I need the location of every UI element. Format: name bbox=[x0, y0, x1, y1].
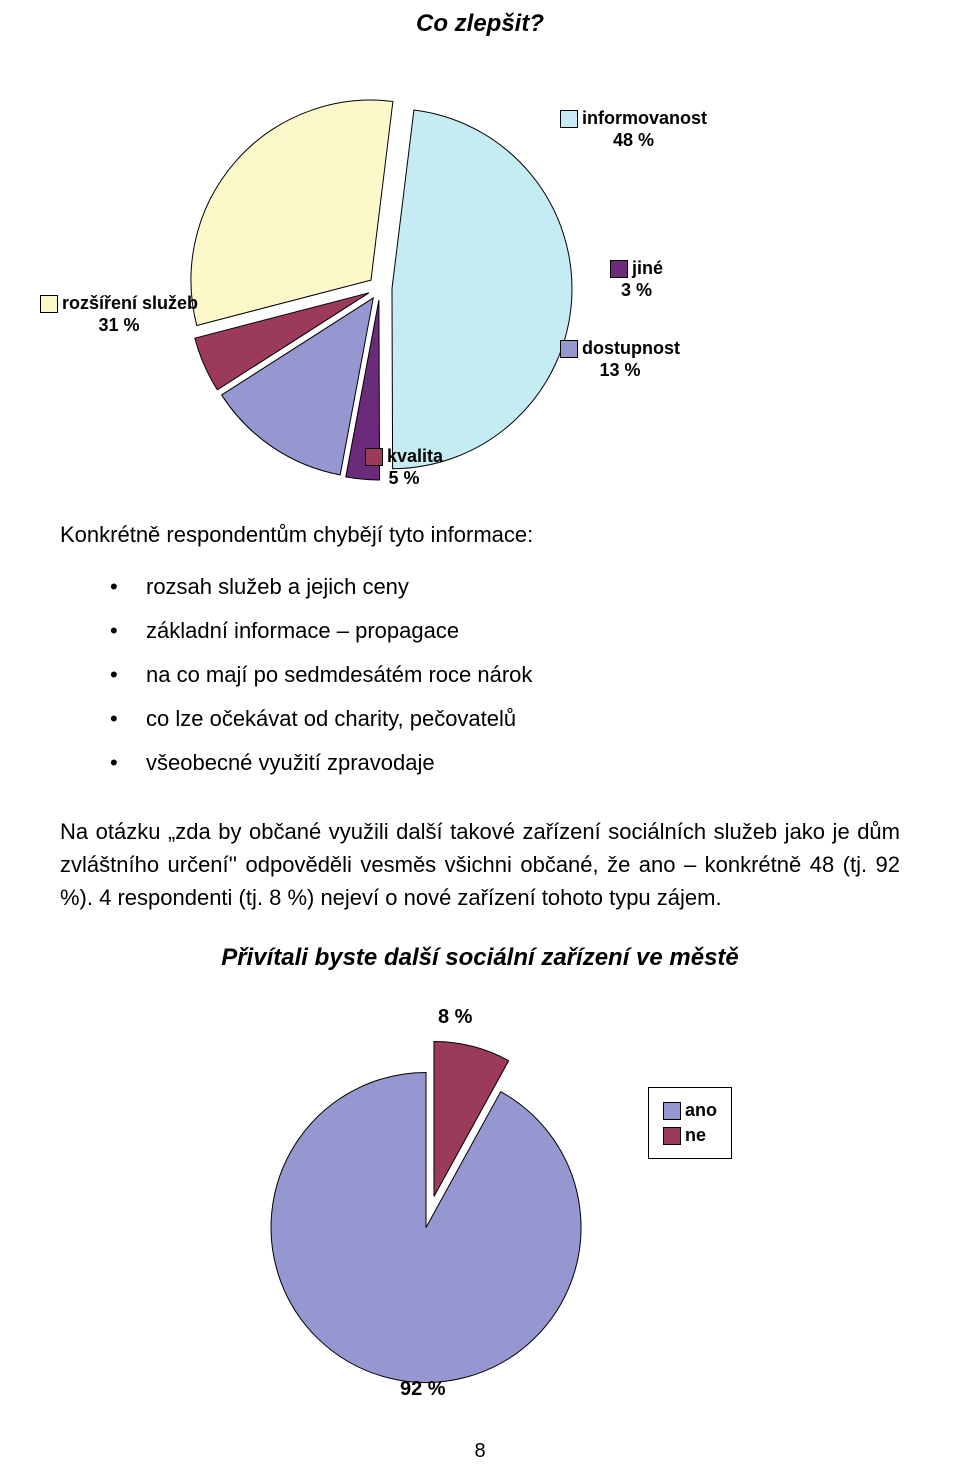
chart1-legend-kvalita-label: kvalita bbox=[387, 446, 443, 466]
bullet-icon: • bbox=[110, 565, 146, 609]
chart1-legend-rozsireni: rozšíření služeb 31 % bbox=[40, 293, 198, 336]
chart2-legend-ano: ano bbox=[663, 1100, 717, 1121]
chart1-legend-informovanost-label: informovanost bbox=[582, 108, 707, 128]
bullet-text: co lze očekávat od charity, pečovatelů bbox=[146, 697, 516, 741]
legend-square-icon bbox=[560, 340, 578, 358]
chart1-legend-dostupnost-label: dostupnost bbox=[582, 338, 680, 358]
chart2-legend-box: ano ne bbox=[648, 1087, 732, 1159]
bullet-icon: • bbox=[110, 653, 146, 697]
bullet-text: na co mají po sedmdesátém roce nárok bbox=[146, 653, 532, 697]
paragraph-text: Na otázku „zda by občané využili další t… bbox=[60, 815, 900, 914]
chart1-svg bbox=[0, 38, 960, 518]
chart1-legend-rozsireni-label: rozšíření služeb bbox=[62, 293, 198, 313]
chart1-legend-informovanost-value: 48 % bbox=[613, 130, 654, 150]
list-item: •všeobecné využití zpravodaje bbox=[110, 741, 900, 785]
page-number: 8 bbox=[0, 1440, 960, 1463]
list-item: •na co mají po sedmdesátém roce nárok bbox=[110, 653, 900, 697]
legend-square-icon bbox=[560, 110, 578, 128]
legend-square-icon bbox=[663, 1127, 681, 1145]
chart2-legend-ne: ne bbox=[663, 1125, 717, 1146]
chart1-legend-informovanost: informovanost 48 % bbox=[560, 108, 707, 151]
list-item: •co lze očekávat od charity, pečovatelů bbox=[110, 697, 900, 741]
chart2-value-ne: 8 % bbox=[438, 1006, 472, 1029]
bullet-icon: • bbox=[110, 609, 146, 653]
chart2-legend-ano-text: ano bbox=[685, 1100, 717, 1121]
bullet-list: •rozsah služeb a jejich ceny •základní i… bbox=[110, 565, 900, 785]
chart1-legend-kvalita-value: 5 % bbox=[389, 468, 420, 488]
chart2-value-ano: 92 % bbox=[400, 1378, 446, 1401]
list-item: •rozsah služeb a jejich ceny bbox=[110, 565, 900, 609]
chart1-area: informovanost 48 % jiné 3 % dostupnost 1… bbox=[0, 38, 960, 518]
chart1-legend-jine-label: jiné bbox=[632, 258, 663, 278]
chart2-legend-ne-text: ne bbox=[685, 1125, 706, 1146]
chart2-area: 8 % 92 % ano ne bbox=[0, 982, 960, 1402]
chart2-svg bbox=[0, 982, 960, 1402]
chart1-legend-jine: jiné 3 % bbox=[610, 258, 663, 301]
legend-square-icon bbox=[365, 448, 383, 466]
chart2-title: Přivítali byste další sociální zařízení … bbox=[0, 944, 960, 972]
page: Co zlepšit? informovanost 48 % jiné 3 % … bbox=[0, 10, 960, 1483]
legend-square-icon bbox=[610, 260, 628, 278]
chart1-title: Co zlepšit? bbox=[0, 10, 960, 38]
intro-text: Konkrétně respondentům chybějí tyto info… bbox=[60, 518, 900, 551]
bullet-text: základní informace – propagace bbox=[146, 609, 459, 653]
legend-square-icon bbox=[40, 295, 58, 313]
list-item: •základní informace – propagace bbox=[110, 609, 900, 653]
chart1-legend-dostupnost-value: 13 % bbox=[599, 360, 640, 380]
chart1-legend-jine-value: 3 % bbox=[621, 280, 652, 300]
chart1-legend-rozsireni-value: 31 % bbox=[99, 315, 140, 335]
bullet-icon: • bbox=[110, 741, 146, 785]
bullet-text: rozsah služeb a jejich ceny bbox=[146, 565, 409, 609]
bullet-icon: • bbox=[110, 697, 146, 741]
chart1-legend-kvalita: kvalita 5 % bbox=[365, 446, 443, 489]
bullet-text: všeobecné využití zpravodaje bbox=[146, 741, 435, 785]
legend-square-icon bbox=[663, 1102, 681, 1120]
chart1-legend-dostupnost: dostupnost 13 % bbox=[560, 338, 680, 381]
